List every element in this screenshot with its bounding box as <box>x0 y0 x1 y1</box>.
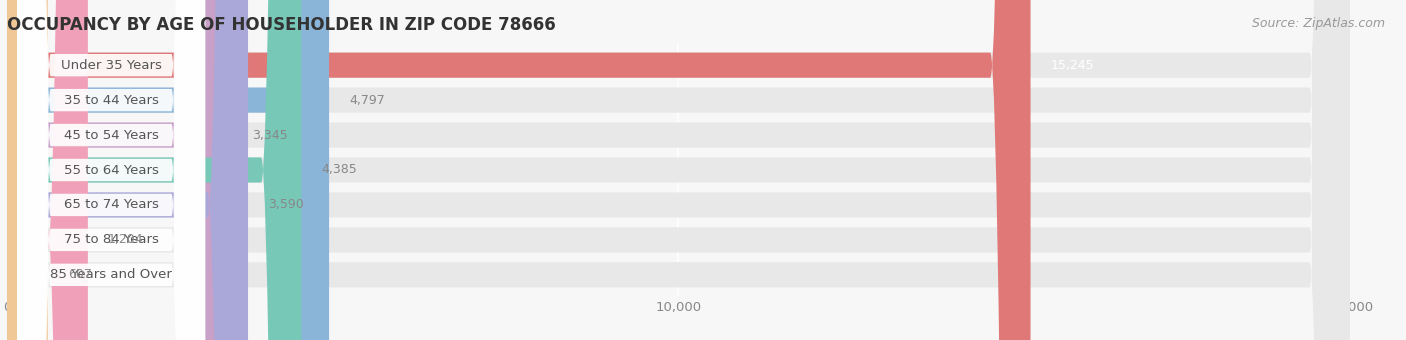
FancyBboxPatch shape <box>7 0 1031 340</box>
Text: 4,797: 4,797 <box>349 94 385 107</box>
FancyBboxPatch shape <box>17 0 205 340</box>
Text: 55 to 64 Years: 55 to 64 Years <box>63 164 159 176</box>
FancyBboxPatch shape <box>7 0 1350 340</box>
FancyBboxPatch shape <box>17 0 205 340</box>
FancyBboxPatch shape <box>7 0 247 340</box>
FancyBboxPatch shape <box>7 0 1350 340</box>
FancyBboxPatch shape <box>7 0 1350 340</box>
Text: Under 35 Years: Under 35 Years <box>60 59 162 72</box>
FancyBboxPatch shape <box>7 0 87 340</box>
Text: 35 to 44 Years: 35 to 44 Years <box>63 94 159 107</box>
FancyBboxPatch shape <box>7 0 301 340</box>
FancyBboxPatch shape <box>7 0 232 340</box>
Text: OCCUPANCY BY AGE OF HOUSEHOLDER IN ZIP CODE 78666: OCCUPANCY BY AGE OF HOUSEHOLDER IN ZIP C… <box>7 16 555 34</box>
Text: 65 to 74 Years: 65 to 74 Years <box>63 199 159 211</box>
FancyBboxPatch shape <box>7 0 48 340</box>
FancyBboxPatch shape <box>17 0 205 340</box>
Text: 15,245: 15,245 <box>1050 59 1094 72</box>
Text: 3,590: 3,590 <box>269 199 304 211</box>
FancyBboxPatch shape <box>17 0 205 340</box>
Text: 3,345: 3,345 <box>252 129 287 141</box>
Text: 607: 607 <box>67 268 91 281</box>
Text: 1,204: 1,204 <box>108 233 143 246</box>
FancyBboxPatch shape <box>17 0 205 340</box>
FancyBboxPatch shape <box>7 0 1350 340</box>
FancyBboxPatch shape <box>17 0 205 340</box>
FancyBboxPatch shape <box>7 0 1350 340</box>
Text: 75 to 84 Years: 75 to 84 Years <box>63 233 159 246</box>
FancyBboxPatch shape <box>7 0 1350 340</box>
FancyBboxPatch shape <box>7 0 1350 340</box>
FancyBboxPatch shape <box>7 0 329 340</box>
Text: 45 to 54 Years: 45 to 54 Years <box>63 129 159 141</box>
Text: Source: ZipAtlas.com: Source: ZipAtlas.com <box>1251 17 1385 30</box>
FancyBboxPatch shape <box>17 0 205 340</box>
Text: 85 Years and Over: 85 Years and Over <box>51 268 172 281</box>
Text: 4,385: 4,385 <box>322 164 357 176</box>
